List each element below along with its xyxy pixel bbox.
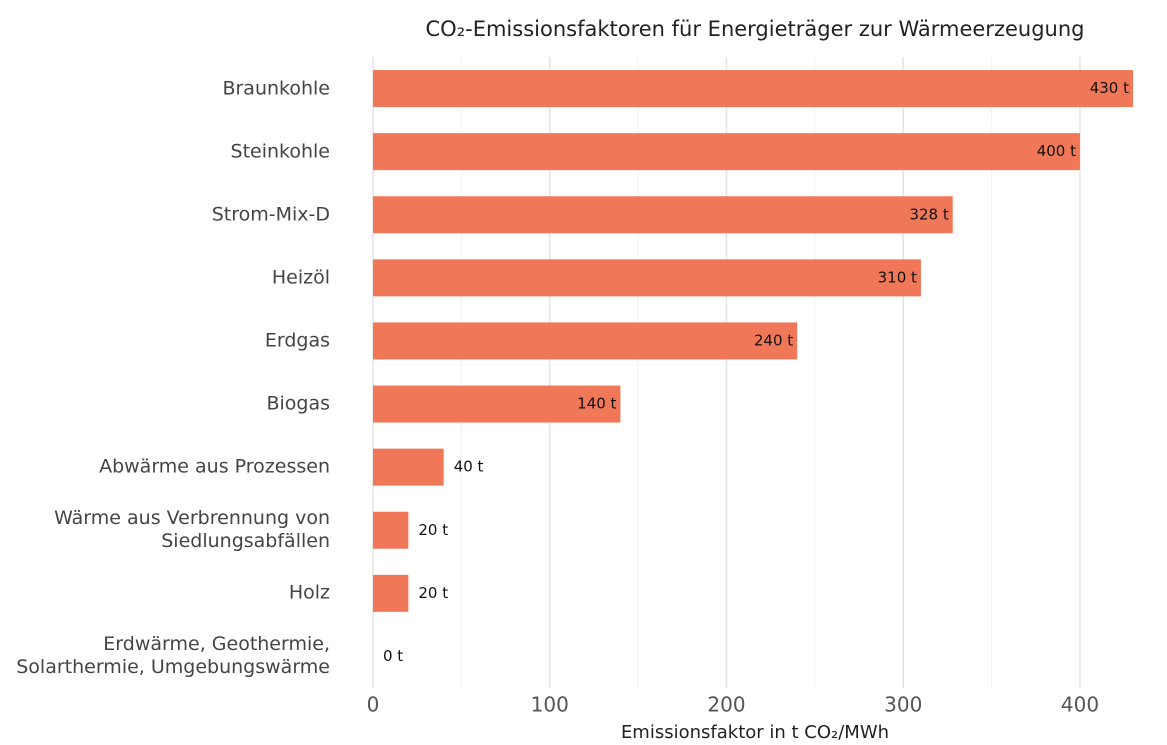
value-label: 328 t [909,205,948,223]
value-label: 140 t [577,395,616,413]
x-tick-label: 200 [707,693,745,717]
x-tick-label: 0 [367,693,380,717]
x-tick-label: 400 [1061,693,1099,717]
y-tick-label: Erdwärme, Geothermie, Solarthermie, Umge… [16,633,330,679]
bar [373,511,409,549]
x-tick-label: 100 [531,693,569,717]
x-tick-label: 300 [884,693,922,717]
value-label: 400 t [1037,142,1076,160]
y-tick-label: Heizöl [271,266,330,289]
y-tick-label: Wärme aus Verbrennung von Siedlungsabfäl… [54,507,330,553]
value-label: 240 t [754,331,793,349]
y-tick-label: Abwärme aus Prozessen [99,455,330,478]
bar [373,259,921,297]
bar [373,574,409,612]
y-tick-label: Steinkohle [230,140,330,163]
y-tick-label: Holz [288,581,330,604]
y-tick-label: Braunkohle [222,77,330,100]
value-label: 20 t [418,521,448,539]
bar [373,322,798,360]
bar [373,385,621,423]
value-label: 0 t [383,647,403,665]
bar [373,448,444,486]
y-tick-label: Erdgas [264,329,330,352]
y-tick-label: Strom-Mix-D [211,203,330,226]
bar [373,196,953,234]
bar [373,70,1133,108]
chart-title: CO₂-Emissionsfaktoren für Energieträger … [426,17,1085,41]
value-label: 40 t [454,458,484,476]
value-label: 20 t [418,584,448,602]
value-label: 430 t [1090,79,1129,97]
value-label: 310 t [878,268,917,286]
x-axis-label: Emissionsfaktor in t CO₂/MWh [621,722,889,743]
y-tick-label: Biogas [266,392,330,415]
bar [373,133,1080,171]
